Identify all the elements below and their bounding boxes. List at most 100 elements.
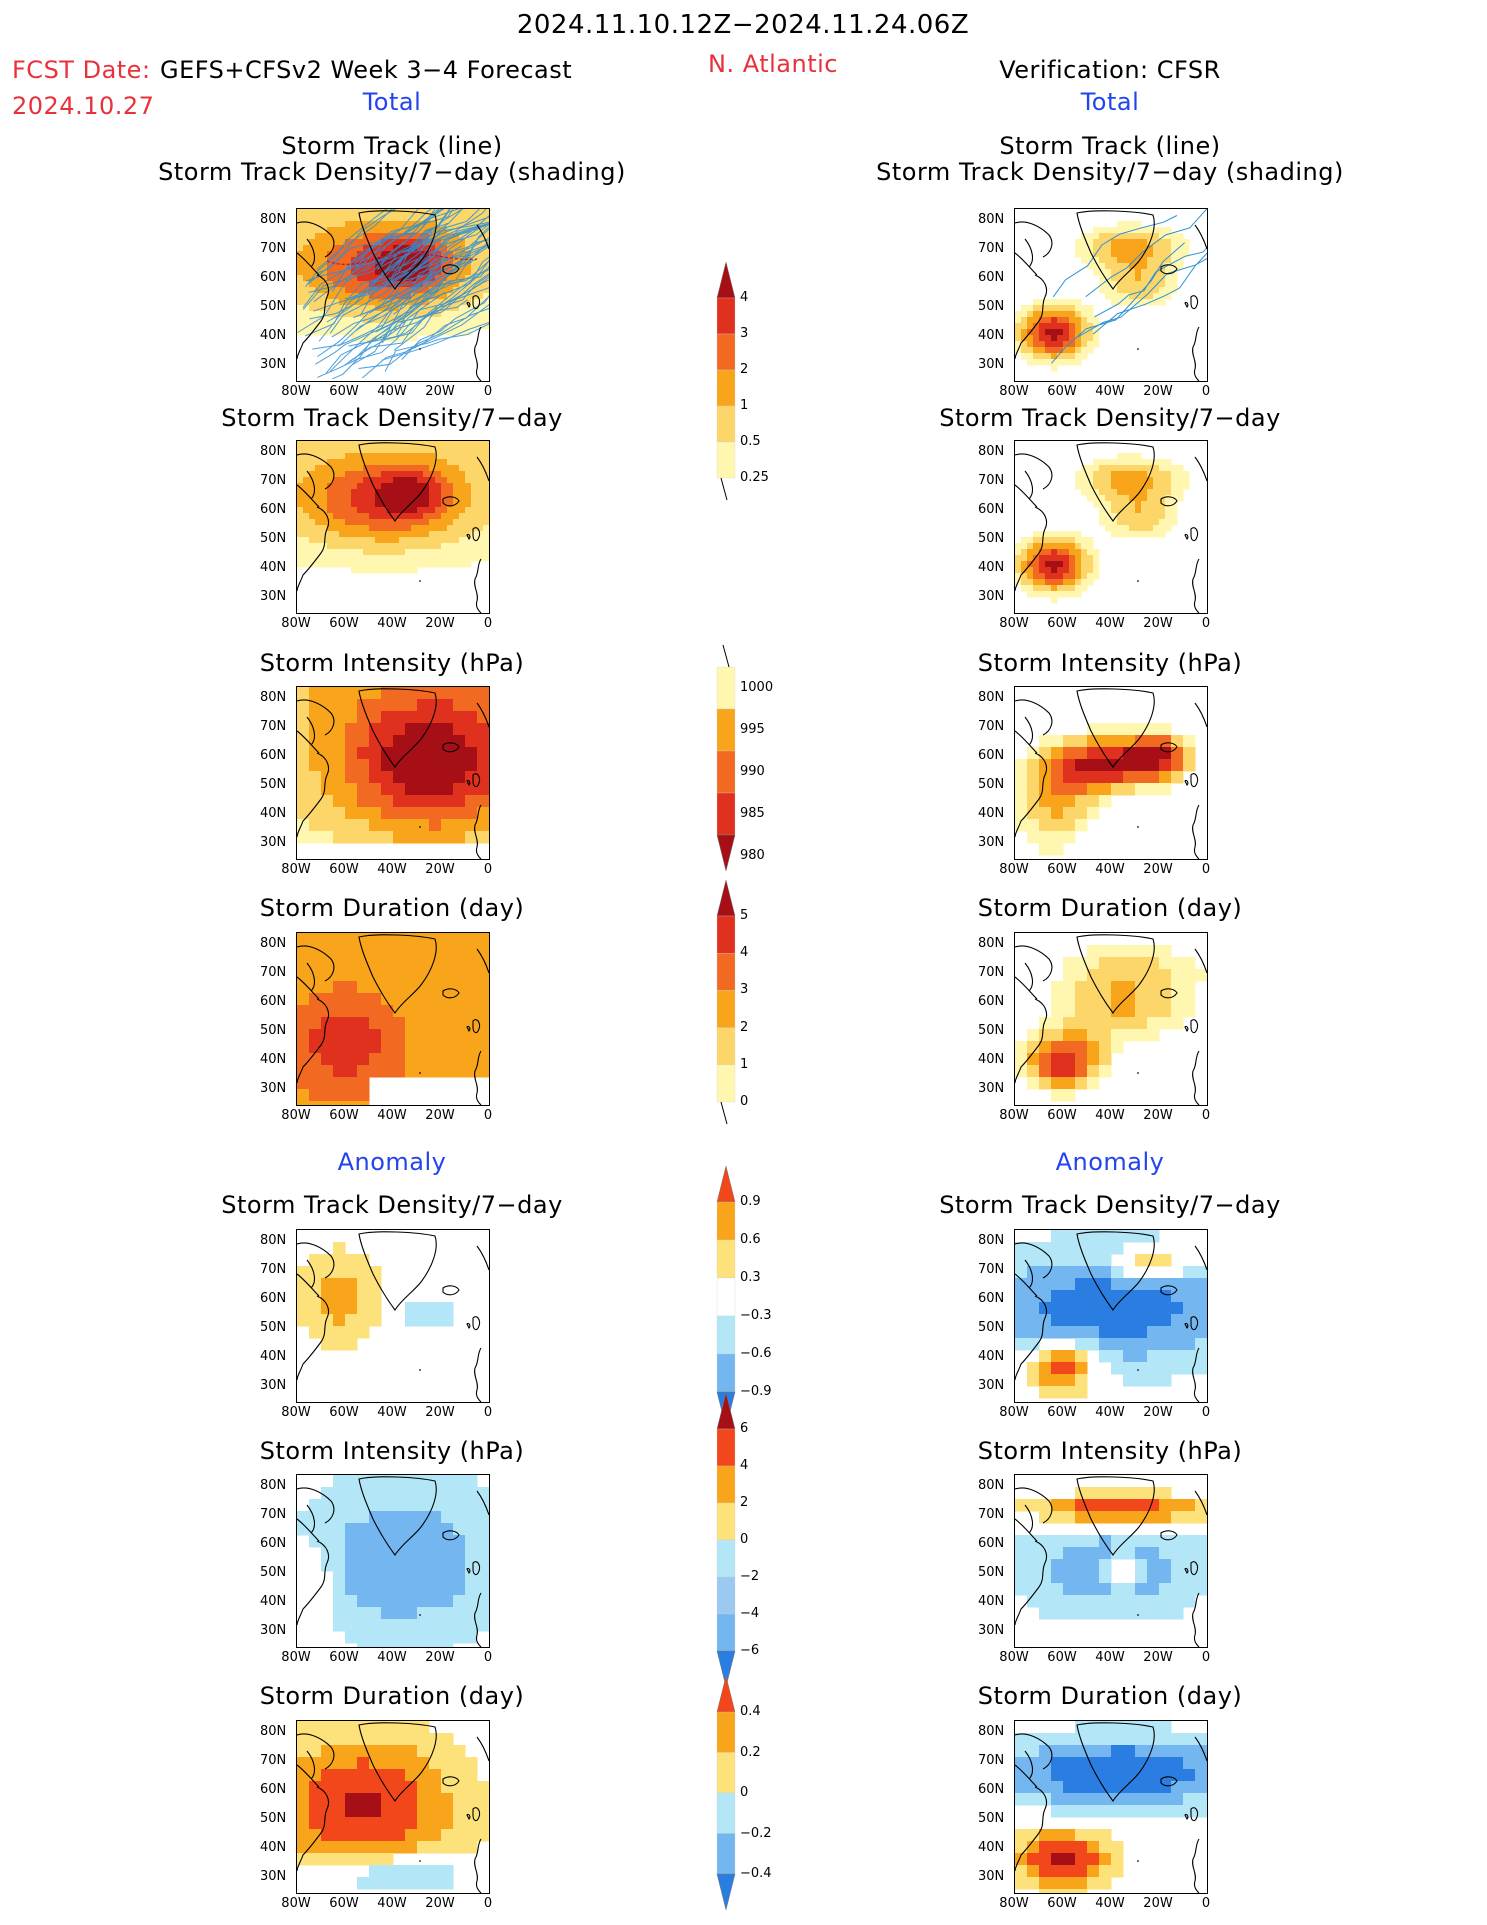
lat-tick-label: 40N [978,560,1005,575]
map-tracks-fcst [296,208,490,382]
lat-tick-label: 70N [260,241,287,256]
lon-tick-label: 80W [999,384,1029,399]
lon-tick-label: 0 [1201,1108,1211,1123]
lat-tick-label: 60N [978,748,1005,763]
lat-tick-label: 70N [978,719,1005,734]
map-anom_duration-fcst [296,1720,490,1894]
lat-tick-label: 70N [978,1262,1005,1277]
lat-tick-label: 70N [260,965,287,980]
lat-tick-label: 70N [260,1507,287,1522]
lat-tick-label: 30N [978,1869,1005,1884]
panel-title: Storm Track Density/7−day [939,404,1281,432]
lat-tick-label: 40N [978,1594,1005,1609]
lon-tick-label: 40W [1095,1405,1125,1420]
lat-tick-label: 50N [260,531,287,546]
panel-title: Storm Intensity (hPa) [259,649,525,677]
lat-tick-label: 60N [978,1291,1005,1306]
lat-tick-label: 60N [978,1782,1005,1797]
lon-tick-label: 60W [329,862,359,877]
verification-title: Verification: CFSR [999,56,1221,84]
colorbar-tick-label: −0.9 [740,1384,772,1399]
lon-tick-label: 20W [425,1405,455,1420]
lon-tick-label: 20W [1143,1896,1173,1911]
map-intensity-obs [1014,686,1208,860]
colorbar-tick-label: 985 [740,806,765,821]
lon-tick-label: 80W [281,862,311,877]
lat-tick-label: 40N [978,1349,1005,1364]
lat-tick-label: 70N [978,473,1005,488]
lat-tick-label: 30N [978,589,1005,604]
lat-tick-label: 40N [260,1594,287,1609]
colorbar-tick-label: 4 [740,290,749,305]
lon-tick-label: 60W [329,1405,359,1420]
lon-tick-label: 60W [1047,1896,1077,1911]
lon-tick-label: 0 [483,1896,493,1911]
lat-tick-label: 30N [260,1081,287,1096]
colorbar-tick-label: −0.6 [740,1346,772,1361]
lat-tick-label: 30N [260,835,287,850]
colorbar-density_total [716,262,738,502]
panel-title: Storm Track Density/7−day [221,404,563,432]
lat-tick-label: 80N [260,1233,287,1248]
panel-title: Storm Duration (day) [977,1682,1243,1710]
model-title: GEFS+CFSv2 Week 3−4 Forecast [160,56,573,84]
lat-tick-label: 80N [260,1724,287,1739]
lon-tick-label: 0 [483,862,493,877]
colorbar-tick-label: 0 [740,1532,749,1547]
lon-tick-label: 80W [281,1108,311,1123]
lat-tick-label: 70N [260,719,287,734]
lat-tick-label: 50N [978,1811,1005,1826]
lat-tick-label: 60N [978,502,1005,517]
lon-tick-label: 60W [329,384,359,399]
lon-tick-label: 80W [281,1650,311,1665]
colorbar-tick-label: 1000 [740,680,774,695]
colorbar-intensity_total [716,643,738,871]
lon-tick-label: 20W [425,1108,455,1123]
lat-tick-label: 70N [978,965,1005,980]
lat-tick-label: 50N [978,1565,1005,1580]
colorbar-tick-label: 4 [740,945,749,961]
section-total-left: Total [362,88,422,116]
lon-tick-label: 80W [281,384,311,399]
lon-tick-label: 20W [1143,862,1173,877]
lon-tick-label: 80W [281,1405,311,1420]
lon-tick-label: 80W [281,1896,311,1911]
lat-tick-label: 80N [260,212,287,227]
lat-tick-label: 60N [260,748,287,763]
lon-tick-label: 0 [1201,616,1211,631]
lat-tick-label: 80N [978,690,1005,705]
colorbar-tick-label: 0.9 [740,1194,761,1209]
lat-tick-label: 50N [260,1565,287,1580]
lon-tick-label: 40W [377,1896,407,1911]
lon-tick-label: 0 [1201,1650,1211,1665]
colorbar-tick-label: 0.3 [740,1270,761,1285]
lat-tick-label: 60N [260,1291,287,1306]
lon-tick-label: 0 [483,1108,493,1123]
colorbar-tick-label: −2 [740,1569,760,1584]
colorbar-tick-label: −0.2 [740,1825,772,1841]
lon-tick-label: 0 [483,616,493,631]
lat-tick-label: 50N [260,1023,287,1038]
colorbar-tick-label: −6 [740,1643,760,1658]
lat-tick-label: 30N [978,1623,1005,1638]
lat-tick-label: 40N [260,1840,287,1855]
colorbar-duration_anom [716,1676,738,1910]
lon-tick-label: 0 [483,1405,493,1420]
lat-tick-label: 70N [260,473,287,488]
fcst-date-label: FCST Date: [12,56,151,84]
lon-tick-label: 80W [999,1650,1029,1665]
lat-tick-label: 40N [260,806,287,821]
colorbar-tick-label: −0.4 [740,1866,772,1881]
lat-tick-label: 30N [260,1378,287,1393]
lon-tick-label: 20W [1143,1650,1173,1665]
lon-tick-label: 40W [1095,862,1125,877]
panel-title: Storm Duration (day) [977,894,1243,922]
colorbar-tick-label: 6 [740,1421,749,1436]
colorbar-tick-label: 2 [740,362,749,377]
lat-tick-label: 40N [260,1349,287,1364]
lon-tick-label: 20W [425,1896,455,1911]
lon-tick-label: 80W [999,862,1029,877]
lon-tick-label: 40W [1095,384,1125,399]
lat-tick-label: 50N [978,777,1005,792]
map-anom_intensity-obs [1014,1474,1208,1648]
